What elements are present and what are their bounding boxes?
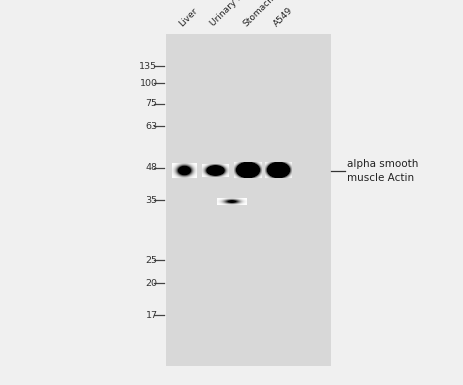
- Text: 63: 63: [145, 122, 157, 131]
- Text: alpha smooth
muscle Actin: alpha smooth muscle Actin: [347, 159, 419, 182]
- Text: Liver: Liver: [177, 6, 200, 28]
- Text: Stomach: Stomach: [241, 0, 275, 28]
- Text: 35: 35: [145, 196, 157, 204]
- Bar: [166, 34, 332, 366]
- Text: 20: 20: [145, 279, 157, 288]
- Text: 100: 100: [139, 79, 157, 87]
- Text: A549: A549: [272, 5, 294, 28]
- Text: 25: 25: [145, 256, 157, 265]
- Text: 48: 48: [145, 164, 157, 172]
- Text: 135: 135: [139, 62, 157, 70]
- Text: Urinary bladder: Urinary bladder: [208, 0, 265, 28]
- Text: 75: 75: [145, 99, 157, 108]
- Text: 17: 17: [145, 311, 157, 320]
